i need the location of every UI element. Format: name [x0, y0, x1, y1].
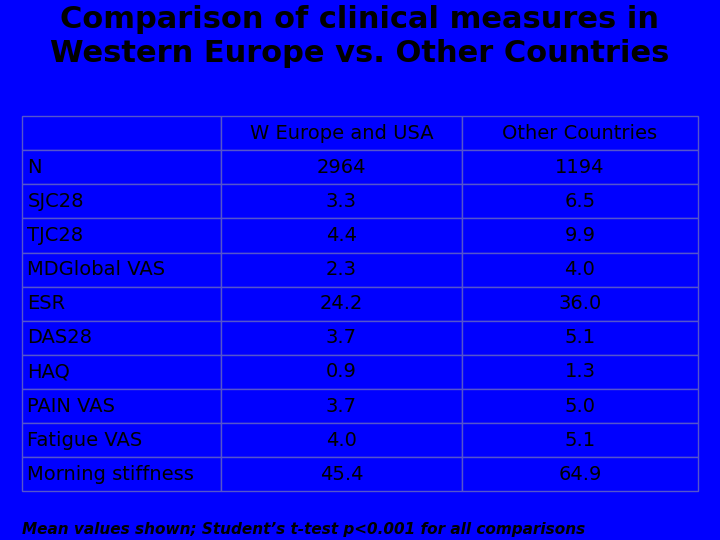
Text: 9.9: 9.9 [564, 226, 595, 245]
Polygon shape [462, 253, 698, 287]
Polygon shape [462, 321, 698, 355]
Text: 5.1: 5.1 [564, 431, 595, 450]
Polygon shape [462, 389, 698, 423]
Text: SJC28: SJC28 [27, 192, 84, 211]
Polygon shape [22, 423, 221, 457]
Text: ESR: ESR [27, 294, 66, 313]
Text: HAQ: HAQ [27, 362, 71, 381]
Text: 36.0: 36.0 [558, 294, 602, 313]
Polygon shape [462, 355, 698, 389]
Polygon shape [22, 389, 221, 423]
Text: 3.3: 3.3 [326, 192, 357, 211]
Polygon shape [221, 355, 462, 389]
Text: 3.7: 3.7 [326, 396, 357, 416]
Polygon shape [221, 321, 462, 355]
Text: DAS28: DAS28 [27, 328, 92, 347]
Text: 5.0: 5.0 [564, 396, 595, 416]
Polygon shape [22, 287, 221, 321]
Text: Other Countries: Other Countries [503, 124, 657, 143]
Text: 64.9: 64.9 [558, 465, 602, 484]
Text: 4.0: 4.0 [326, 431, 357, 450]
Polygon shape [221, 116, 462, 150]
Text: Fatigue VAS: Fatigue VAS [27, 431, 143, 450]
Polygon shape [22, 219, 221, 253]
Polygon shape [22, 355, 221, 389]
Text: 4.0: 4.0 [564, 260, 595, 279]
Polygon shape [22, 457, 221, 491]
Text: 1.3: 1.3 [564, 362, 595, 381]
Polygon shape [221, 219, 462, 253]
Polygon shape [462, 423, 698, 457]
Text: Mean values shown; Student’s t-test p<0.001 for all comparisons: Mean values shown; Student’s t-test p<0.… [22, 522, 585, 537]
Text: 6.5: 6.5 [564, 192, 595, 211]
Polygon shape [22, 184, 221, 219]
Text: TJC28: TJC28 [27, 226, 84, 245]
Text: 2.3: 2.3 [326, 260, 357, 279]
Text: Morning stiffness: Morning stiffness [27, 465, 194, 484]
Text: 5.1: 5.1 [564, 328, 595, 347]
Text: Comparison of clinical measures in
Western Europe vs. Other Countries: Comparison of clinical measures in Weste… [50, 5, 670, 68]
Polygon shape [462, 116, 698, 150]
Polygon shape [462, 287, 698, 321]
Polygon shape [221, 389, 462, 423]
Text: 45.4: 45.4 [320, 465, 363, 484]
Polygon shape [22, 150, 221, 184]
Text: 3.7: 3.7 [326, 328, 357, 347]
Polygon shape [462, 150, 698, 184]
Polygon shape [221, 287, 462, 321]
Text: PAIN VAS: PAIN VAS [27, 396, 115, 416]
Polygon shape [221, 184, 462, 219]
Text: 24.2: 24.2 [320, 294, 363, 313]
Polygon shape [462, 219, 698, 253]
Text: 4.4: 4.4 [326, 226, 357, 245]
Polygon shape [22, 116, 221, 150]
Polygon shape [462, 184, 698, 219]
Polygon shape [221, 253, 462, 287]
Polygon shape [462, 457, 698, 491]
Polygon shape [221, 150, 462, 184]
Text: 2964: 2964 [317, 158, 366, 177]
Polygon shape [22, 321, 221, 355]
Text: MDGlobal VAS: MDGlobal VAS [27, 260, 166, 279]
Text: N: N [27, 158, 42, 177]
Text: 0.9: 0.9 [326, 362, 357, 381]
Text: 1194: 1194 [555, 158, 605, 177]
Text: W Europe and USA: W Europe and USA [250, 124, 433, 143]
Polygon shape [221, 423, 462, 457]
Polygon shape [221, 457, 462, 491]
Polygon shape [22, 253, 221, 287]
